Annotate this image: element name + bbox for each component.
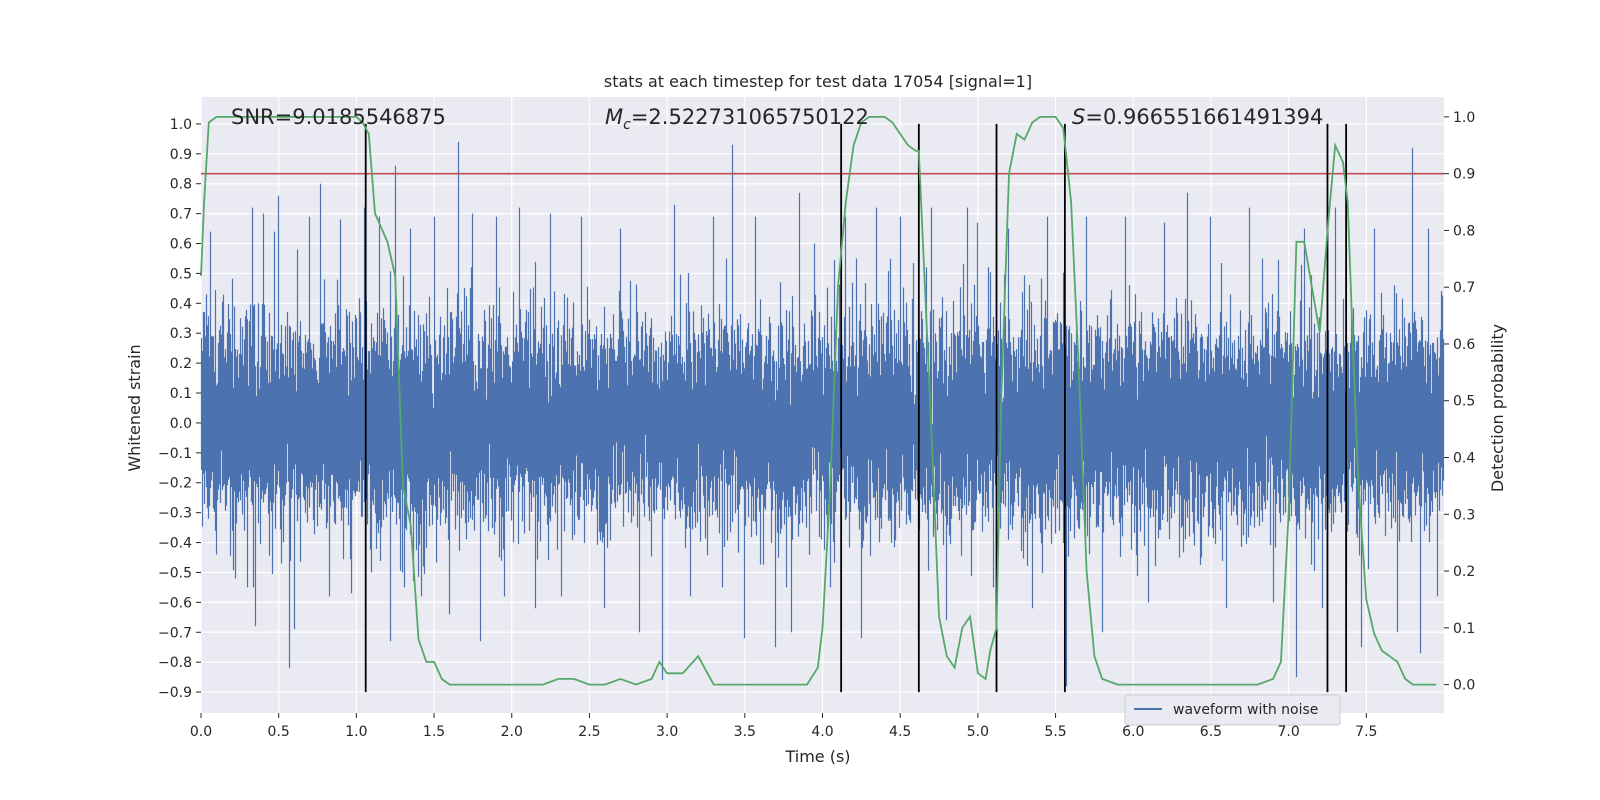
left-tick-label: −0.3: [158, 506, 192, 522]
x-tick-label: 0.0: [190, 724, 212, 740]
x-tick-label: 1.5: [423, 724, 445, 740]
chirp-mass-value: =2.522731065750122: [631, 105, 869, 129]
right-tick-label: 0.1: [1453, 621, 1475, 637]
legend-entry-waveform: waveform with noise: [1173, 702, 1318, 718]
left-tick-label: 0.1: [170, 386, 192, 402]
left-tick-label: 0.9: [170, 147, 192, 163]
left-tick-label: 0.0: [170, 416, 192, 432]
waveform-series: [200, 141, 1445, 687]
x-axis-label: Time (s): [784, 747, 850, 766]
left-tick-label: 0.6: [170, 237, 192, 253]
x-tick-label: 0.5: [268, 724, 290, 740]
score-value: =0.966551661491394: [1085, 105, 1323, 129]
left-tick-label: 1.0: [170, 117, 192, 133]
left-axis-ticks: 1.0 0.9 0.8 0.7 0.6 0.5 0.4 0.3 0.2 0.1 0.0 −0.1 −0.…: [158, 117, 201, 701]
left-tick-label: 0.8: [170, 177, 192, 193]
x-tick-label: 3.5: [734, 724, 756, 740]
left-tick-label: −0.5: [158, 565, 192, 581]
vertical-markers: [364, 123, 1348, 693]
left-tick-label: 0.5: [170, 266, 192, 282]
right-tick-label: 0.4: [1453, 451, 1475, 467]
left-tick-label: 0.3: [170, 326, 192, 342]
left-tick-label: −0.9: [158, 685, 192, 701]
right-y-axis-label: Detection probability: [1488, 324, 1507, 492]
right-tick-label: 0.3: [1453, 507, 1475, 523]
snr-annotation: SNR=9.0185546875: [231, 105, 446, 129]
left-tick-label: 0.2: [170, 356, 192, 372]
x-tick-label: 6.5: [1200, 724, 1222, 740]
score-symbol: S: [1072, 105, 1085, 129]
waveform-trace: [200, 141, 1445, 687]
x-tick-label: 5.0: [967, 724, 989, 740]
right-tick-label: 0.5: [1453, 394, 1475, 410]
left-tick-label: −0.7: [158, 625, 192, 641]
detection-probability-line: [200, 116, 1437, 686]
right-tick-label: 1.0: [1453, 110, 1475, 126]
left-y-axis-label: Whitened strain: [125, 344, 144, 471]
left-tick-label: 0.7: [170, 207, 192, 223]
legend: waveform with noise: [1124, 694, 1341, 726]
x-tick-label: 2.0: [501, 724, 523, 740]
right-tick-label: 0.0: [1453, 678, 1475, 694]
x-tick-label: 7.0: [1277, 724, 1299, 740]
x-tick-label: 4.5: [889, 724, 911, 740]
x-tick-label: 2.5: [578, 724, 600, 740]
right-tick-label: 0.9: [1453, 167, 1475, 183]
left-tick-label: −0.1: [158, 446, 192, 462]
left-tick-label: 0.4: [170, 296, 192, 312]
x-tick-label: 4.0: [811, 724, 833, 740]
left-tick-label: −0.4: [158, 536, 192, 552]
left-tick-label: −0.2: [158, 476, 192, 492]
chirp-mass-subscript: c: [623, 117, 631, 133]
x-tick-label: 3.0: [656, 724, 678, 740]
left-tick-label: −0.8: [158, 655, 192, 671]
right-tick-label: 0.2: [1453, 564, 1475, 580]
x-tick-label: 7.5: [1355, 724, 1377, 740]
chirp-mass-symbol: M: [605, 105, 623, 129]
x-tick-label: 5.5: [1044, 724, 1066, 740]
chirp-mass-annotation: Mc=2.522731065750122: [605, 105, 869, 133]
x-axis-ticks: 0.0 0.5 1.0 1.5 2.0 2.5 3.0 3.5 4.0 4.5 5.0 5.5 6.0 6…: [190, 713, 1377, 740]
x-tick-label: 6.0: [1122, 724, 1144, 740]
chart-title: stats at each timestep for test data 170…: [604, 72, 1032, 91]
right-tick-label: 0.6: [1453, 337, 1475, 353]
x-tick-label: 1.0: [345, 724, 367, 740]
right-axis-ticks: 1.0 0.9 0.8 0.7 0.6 0.5 0.4 0.3 0.2 0.1 0.0: [1444, 110, 1475, 694]
right-tick-label: 0.8: [1453, 223, 1475, 239]
left-tick-label: −0.6: [158, 595, 192, 611]
right-tick-label: 0.7: [1453, 280, 1475, 296]
score-annotation: S=0.966551661491394: [1072, 105, 1323, 129]
legend-box: [1124, 694, 1341, 726]
